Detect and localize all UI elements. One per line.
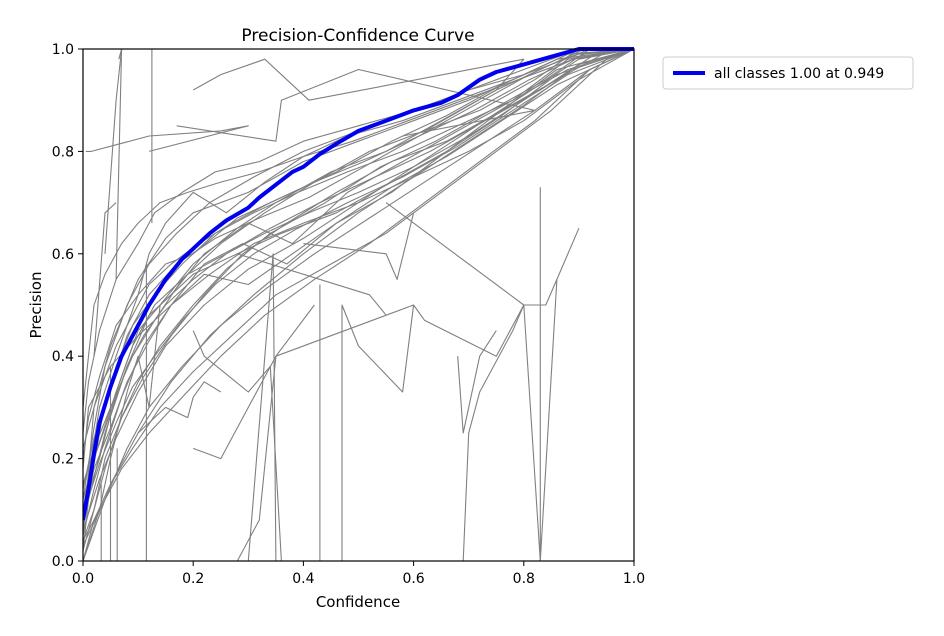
x-tick-label: 0.0 [72, 571, 94, 587]
x-axis-label: Confidence [316, 593, 400, 611]
class-curve-17 [83, 48, 634, 500]
chart-title: Precision-Confidence Curve [241, 26, 474, 46]
x-axis-ticks: 0.0 0.2 0.4 0.6 0.8 1.0 [72, 561, 645, 587]
legend-box [662, 56, 914, 90]
x-tick-label: 0.6 [402, 571, 424, 587]
class-segment-12 [192, 330, 282, 562]
y-tick-label: 0.8 [52, 144, 74, 160]
class-segment-0 [85, 125, 249, 152]
class-segment-18 [539, 279, 558, 562]
y-axis-label: Precision [27, 272, 45, 339]
class-curve-3 [83, 48, 634, 485]
class-curve-11 [83, 48, 634, 562]
class-segment-15 [341, 304, 525, 561]
axes-frame [82, 48, 635, 562]
class-segment-3 [93, 202, 117, 357]
legend: all classes 1.00 at 0.949 [662, 56, 914, 90]
class-curve-25 [83, 48, 634, 516]
class-curve-14 [83, 48, 634, 469]
class-curve-8 [83, 48, 634, 521]
class-segment-10 [176, 68, 536, 142]
x-tick-label: 0.2 [182, 571, 204, 587]
plot-lines [83, 47, 634, 562]
y-tick-label: 0.6 [52, 247, 74, 263]
legend-entry-all-classes: all classes 1.00 at 0.949 [714, 66, 884, 82]
class-curve-20 [83, 48, 634, 541]
class-segment-19 [385, 202, 580, 306]
class-segment-13 [247, 253, 277, 562]
class-segment-9 [192, 58, 525, 132]
y-axis-ticks: 0.0 0.2 0.4 0.6 0.8 1.0 [52, 42, 83, 570]
class-segment-22 [193, 304, 315, 460]
class-curve-18 [83, 48, 634, 551]
class-curve-5 [83, 48, 634, 459]
class-segment-1 [104, 48, 123, 254]
class-curve-4 [83, 48, 634, 541]
x-tick-label: 0.4 [292, 571, 314, 587]
y-tick-label: 1.0 [52, 42, 74, 58]
class-segment-23 [137, 381, 222, 434]
y-tick-label: 0.0 [52, 554, 74, 570]
class-segment-21 [237, 253, 387, 316]
y-tick-label: 0.2 [52, 452, 74, 468]
class-segment-17 [457, 330, 497, 434]
class-curve-7 [83, 48, 634, 500]
class-segment-20 [303, 212, 415, 280]
class-curve-19 [83, 48, 634, 408]
x-tick-label: 0.8 [513, 571, 535, 587]
y-tick-label: 0.4 [52, 349, 74, 365]
series-line-all-classes [83, 47, 634, 521]
x-tick-label: 1.0 [623, 571, 645, 587]
class-curve-10 [83, 48, 634, 434]
class-curve-9 [83, 48, 634, 546]
